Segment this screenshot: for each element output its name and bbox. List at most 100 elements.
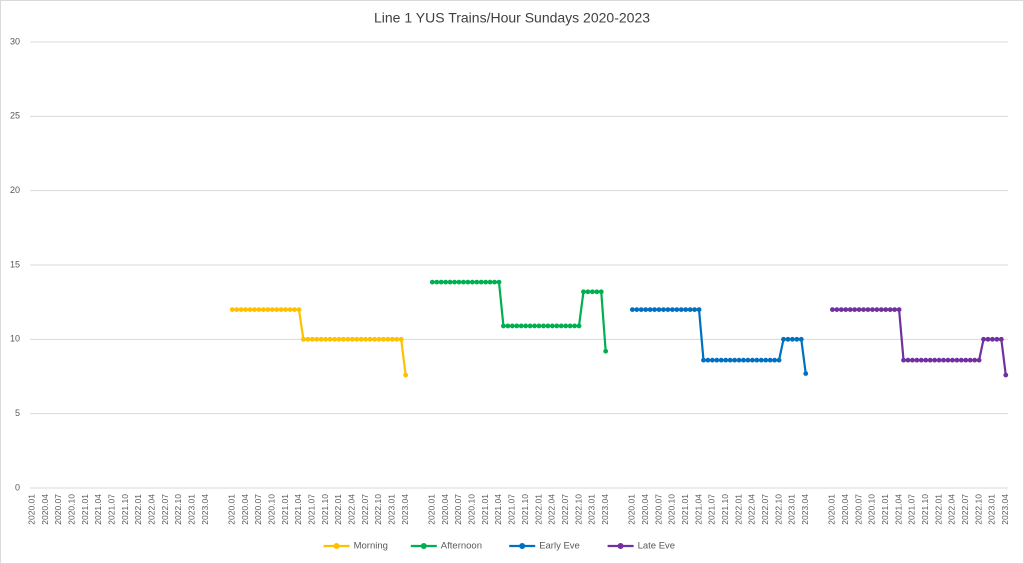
x-tick-label: 2022.01 — [933, 494, 943, 525]
data-point — [336, 336, 342, 342]
data-point — [1003, 372, 1009, 378]
data-point — [914, 357, 920, 363]
data-point — [367, 336, 373, 342]
data-point — [345, 336, 351, 342]
x-tick-label: 2022.07 — [560, 494, 570, 525]
data-point — [447, 279, 453, 285]
data-point — [910, 357, 915, 363]
data-point — [354, 336, 360, 342]
x-tick-label: 2021.01 — [680, 494, 690, 525]
data-point — [269, 307, 275, 312]
data-point — [376, 336, 382, 342]
data-point — [950, 357, 955, 363]
x-tick-label: 2022.07 — [960, 494, 970, 525]
data-point — [727, 357, 733, 363]
x-tick-label: 2022.10 — [173, 494, 183, 525]
x-tick-label: 2021.01 — [80, 494, 90, 525]
x-tick-label: 2020.07 — [853, 494, 863, 525]
data-point — [256, 307, 262, 312]
data-point — [305, 336, 311, 342]
x-tick-label: 2020.01 — [26, 494, 36, 525]
y-tick-label: 15 — [10, 259, 20, 269]
data-point — [789, 336, 795, 342]
data-point — [834, 307, 840, 312]
data-point — [545, 323, 551, 329]
data-point — [518, 323, 524, 329]
data-point — [554, 323, 560, 329]
data-point — [803, 371, 809, 376]
data-point — [443, 279, 449, 285]
x-tick-label: 2022.07 — [760, 494, 770, 525]
x-tick-label: 2020.01 — [427, 494, 437, 525]
data-point — [923, 357, 929, 363]
data-point — [358, 336, 364, 342]
x-tick-label: 2022.10 — [973, 494, 983, 525]
data-point — [936, 357, 942, 363]
data-point — [718, 357, 724, 363]
data-point — [883, 307, 889, 312]
data-point — [941, 357, 946, 363]
data-point — [492, 279, 497, 285]
data-point — [563, 323, 569, 329]
x-tick-label: 2021.07 — [907, 494, 917, 525]
x-tick-label: 2021.01 — [280, 494, 290, 525]
data-point — [296, 307, 302, 312]
data-point — [661, 307, 666, 312]
x-tick-label: 2023.04 — [200, 494, 210, 525]
data-point — [745, 357, 751, 363]
x-tick-label: 2023.04 — [800, 494, 810, 525]
x-tick-label: 2022.04 — [547, 494, 557, 525]
legend-label: Afternoon — [441, 541, 482, 552]
data-point — [736, 357, 742, 363]
x-tick-label: 2022.07 — [360, 494, 370, 525]
x-tick-label: 2020.04 — [440, 494, 450, 525]
data-point — [794, 336, 800, 342]
x-tick-label: 2020.10 — [467, 494, 477, 525]
data-point — [741, 357, 746, 363]
x-tick-label: 2020.10 — [867, 494, 877, 525]
data-point — [589, 289, 595, 295]
x-tick-label: 2020.07 — [453, 494, 463, 525]
legend-label: Morning — [354, 541, 388, 552]
legend-marker — [519, 543, 526, 549]
data-point — [429, 279, 435, 285]
data-point — [674, 307, 680, 312]
x-tick-label: 2023.01 — [587, 494, 597, 525]
data-point — [496, 279, 502, 285]
data-point — [696, 307, 702, 312]
data-point — [438, 279, 444, 285]
data-point — [403, 372, 409, 378]
x-tick-label: 2020.10 — [267, 494, 277, 525]
x-tick-label: 2020.04 — [40, 494, 50, 525]
data-point — [705, 357, 711, 363]
data-point — [260, 307, 266, 312]
data-point — [483, 279, 489, 285]
data-point — [838, 307, 844, 312]
data-point — [567, 323, 573, 329]
data-point — [852, 307, 858, 312]
x-tick-label: 2020.04 — [840, 494, 850, 525]
x-tick-label: 2022.01 — [133, 494, 143, 525]
x-tick-label: 2023.01 — [387, 494, 397, 525]
x-tick-label: 2020.01 — [827, 494, 837, 525]
y-tick-label: 0 — [15, 482, 20, 492]
x-tick-label: 2022.10 — [373, 494, 383, 525]
data-point — [265, 307, 271, 312]
data-point — [523, 323, 529, 329]
data-point — [856, 307, 862, 312]
y-tick-label: 30 — [10, 36, 20, 46]
x-tick-label: 2022.10 — [573, 494, 583, 525]
data-point — [585, 289, 591, 295]
x-tick-label: 2021.10 — [120, 494, 130, 525]
data-point — [532, 323, 537, 329]
data-point — [292, 307, 297, 312]
x-tick-label: 2021.07 — [106, 494, 116, 525]
data-point — [732, 357, 738, 363]
data-point — [887, 307, 893, 312]
data-point — [629, 307, 635, 312]
x-tick-label: 2022.07 — [160, 494, 170, 525]
data-point — [474, 279, 480, 285]
y-tick-label: 10 — [10, 334, 20, 344]
